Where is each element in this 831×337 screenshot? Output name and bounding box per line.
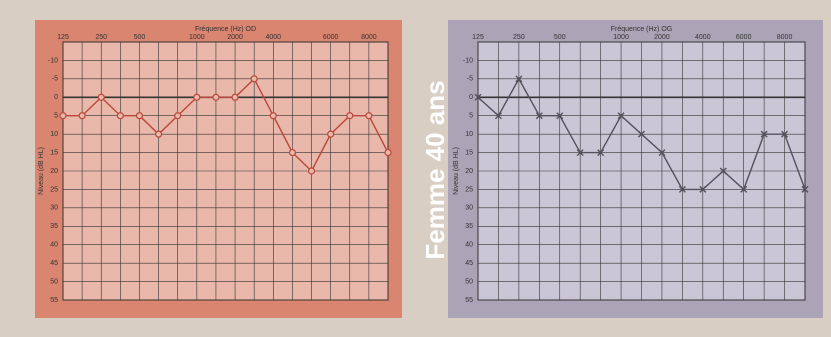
y-tick-label: 0: [54, 94, 58, 101]
x-tick-label: 250: [95, 34, 107, 41]
point-marker: [678, 185, 686, 193]
y-tick-label: 35: [465, 223, 473, 230]
audiogram: Fréquence (Hz) OG Niveau (dB HL) -10 -5 0 5 10…: [448, 20, 823, 318]
chart-title: Fréquence (Hz) OG: [611, 26, 672, 33]
charts: Fréquence (Hz) OD Niveau (dB HL) -10 -5 0 5 10…: [35, 20, 823, 318]
point-marker: [269, 112, 277, 120]
point-marker: [740, 185, 748, 193]
y-tick-label: 55: [50, 297, 58, 304]
point-marker: [801, 185, 809, 193]
x-tick-label: 8000: [361, 34, 377, 41]
point-marker: [535, 112, 543, 120]
y-tick-label: 15: [50, 149, 58, 156]
y-axis-title: Niveau (dB HL): [38, 147, 45, 195]
point-marker: [231, 93, 239, 101]
y-tick-label: 55: [465, 297, 473, 304]
point-marker: [617, 112, 625, 120]
point-marker: [174, 112, 182, 120]
point-marker: [365, 112, 373, 120]
y-tick-label: 30: [465, 205, 473, 212]
point-marker: [135, 112, 144, 120]
x-tick-label: 500: [554, 34, 566, 41]
point-marker: [97, 93, 105, 101]
point-marker: [327, 130, 335, 138]
point-marker: [212, 93, 220, 101]
y-tick-label: 25: [50, 186, 58, 193]
y-tick-label: 20: [50, 168, 58, 175]
x-tick-label: 125: [472, 34, 484, 41]
x-tick-label: 125: [57, 34, 69, 41]
y-tick-label: 0: [469, 94, 473, 101]
point-marker: [719, 167, 727, 175]
x-tick-label: 8000: [777, 34, 793, 41]
y-tick-label: -5: [52, 76, 58, 83]
y-tick-label: 35: [50, 223, 58, 230]
y-tick-label: 30: [50, 205, 58, 212]
point-marker: [59, 112, 67, 120]
x-tick-label: 500: [134, 34, 146, 41]
point-marker: [346, 112, 354, 120]
y-tick-label: 10: [50, 131, 58, 138]
y-tick-label: 10: [465, 131, 473, 138]
x-tick-label: 6000: [323, 34, 339, 41]
x-tick-label: 250: [513, 34, 525, 41]
point-marker: [699, 185, 707, 193]
point-marker: [781, 130, 789, 138]
point-marker: [556, 112, 564, 120]
point-marker: [638, 130, 645, 138]
point-marker: [494, 112, 502, 120]
y-tick-label: 5: [469, 113, 473, 120]
y-tick-label: 5: [54, 113, 58, 120]
y-tick-label: -5: [467, 76, 473, 83]
y-tick-label: -10: [48, 57, 58, 64]
point-marker: [597, 149, 605, 157]
y-tick-label: 40: [50, 242, 58, 249]
y-tick-label: 50: [50, 278, 58, 285]
x-tick-label: 4000: [695, 34, 711, 41]
y-tick-label: 20: [465, 168, 473, 175]
audiogram: Fréquence (Hz) OD Niveau (dB HL) -10 -5 0 5 10…: [35, 20, 402, 318]
point-marker: [760, 130, 768, 138]
y-tick-label: 45: [465, 260, 473, 267]
point-marker: [288, 148, 297, 157]
point-marker: [658, 149, 666, 157]
point-marker: [576, 149, 584, 157]
y-tick-label: 50: [465, 278, 473, 285]
x-tick-label: 1000: [613, 34, 629, 41]
point-marker: [154, 130, 163, 138]
x-tick-label: 2000: [227, 34, 243, 41]
point-marker: [193, 93, 201, 101]
chart-title: Fréquence (Hz) OD: [195, 26, 256, 33]
x-tick-label: 4000: [266, 34, 282, 41]
y-tick-label: -10: [463, 57, 473, 64]
series-line: [63, 77, 389, 173]
point-marker: [474, 93, 482, 101]
caption: Femme 40 ans: [420, 80, 450, 259]
y-tick-label: 40: [465, 242, 473, 249]
point-marker: [384, 148, 392, 157]
y-axis-title: Niveau (dB HL): [453, 147, 460, 195]
point-marker: [515, 75, 523, 83]
x-tick-label: 1000: [189, 34, 205, 41]
point-marker: [116, 112, 124, 120]
x-tick-label: 6000: [736, 34, 752, 41]
point-marker: [250, 75, 258, 83]
y-tick-label: 25: [465, 186, 473, 193]
y-tick-label: 15: [465, 149, 473, 156]
point-marker: [78, 112, 86, 120]
y-tick-label: 45: [50, 260, 58, 267]
x-tick-label: 2000: [654, 34, 670, 41]
point-marker: [307, 167, 316, 175]
